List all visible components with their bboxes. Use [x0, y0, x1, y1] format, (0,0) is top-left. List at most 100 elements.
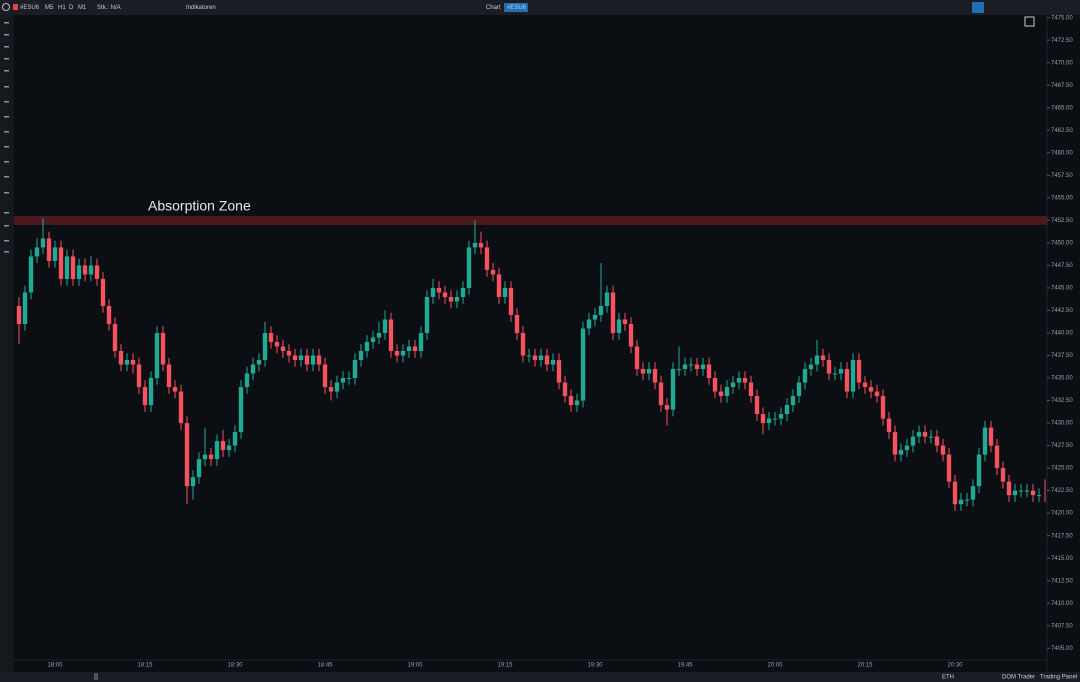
candle-body [70, 256, 76, 279]
candle-body [22, 292, 28, 324]
candle-body [580, 328, 586, 401]
y-tick-label: 7412.50 [1051, 578, 1073, 584]
candle-body [82, 265, 88, 275]
candle-body [682, 364, 688, 370]
candle-body [298, 355, 304, 361]
y-tick-label: 7450.00 [1051, 240, 1073, 246]
candle-body [592, 314, 598, 320]
scroll-end-button[interactable] [1024, 16, 1035, 27]
candle-body [448, 296, 454, 302]
status-button[interactable]: DOM Trader [1002, 675, 1035, 681]
center-symbol: #ESU6 [507, 5, 527, 11]
candle-body [760, 414, 766, 424]
candle-body [886, 418, 892, 433]
scroll-handle[interactable] [94, 673, 98, 680]
active-tool[interactable] [972, 2, 984, 13]
candle-body [820, 355, 826, 361]
candle-body [286, 351, 292, 356]
candle-body [490, 269, 496, 275]
candle-body [370, 337, 376, 343]
candle-body [112, 323, 118, 352]
candle-body [826, 360, 832, 374]
candle-body [850, 360, 856, 392]
candle-body [310, 355, 316, 365]
candle-body [166, 364, 172, 388]
candle-body [430, 287, 436, 297]
candle-body [562, 382, 568, 397]
candle-body [538, 355, 544, 361]
symbol-badge [504, 3, 528, 12]
timeframe[interactable]: D [69, 5, 74, 11]
y-tick-label: 7472.50 [1051, 38, 1073, 44]
price-axis [1047, 15, 1080, 672]
candle-body [1006, 481, 1012, 496]
y-tick-label: 7417.50 [1051, 533, 1073, 539]
candle-body [652, 369, 658, 383]
candle-body [148, 378, 154, 406]
y-tick-label: 7420.00 [1051, 511, 1073, 517]
candle-body [256, 360, 262, 365]
menu-icon[interactable] [2, 3, 10, 11]
candle-body [550, 360, 556, 365]
candle-body [838, 369, 844, 374]
x-tick-label: 19:30 [587, 663, 603, 669]
candle-body [706, 364, 712, 379]
candle-body [1000, 468, 1006, 482]
candle-body [544, 355, 550, 365]
y-tick-label: 7452.50 [1051, 218, 1073, 224]
candle-body [892, 432, 898, 455]
y-tick-label: 7405.00 [1051, 646, 1073, 652]
candle-body [94, 265, 100, 279]
y-tick-label: 7432.50 [1051, 398, 1073, 404]
candle-body [514, 314, 520, 333]
session[interactable]: ETH [942, 675, 954, 681]
y-tick-label: 7425.00 [1051, 466, 1073, 472]
candle-body [670, 369, 676, 410]
candle-body [898, 450, 904, 455]
candle-body [664, 405, 670, 410]
candle-body [634, 346, 640, 370]
candle-body [940, 445, 946, 455]
candle-body [790, 396, 796, 406]
candle-body [496, 274, 502, 297]
candle-body [334, 382, 340, 392]
candle-body [346, 378, 352, 380]
candle-body [142, 387, 148, 406]
candle-body [118, 351, 124, 365]
candle-body [856, 360, 862, 383]
candle-body [232, 432, 238, 446]
candle-body [52, 247, 58, 261]
candle-body [946, 454, 952, 482]
candle-body [1012, 490, 1018, 496]
candle-body [382, 319, 388, 333]
symbol[interactable]: #ESU6 [20, 5, 40, 11]
timeframe[interactable]: M1 [78, 5, 87, 11]
candle-body [982, 427, 988, 455]
candle-body [868, 387, 874, 392]
candle-body [796, 382, 802, 397]
status-button[interactable]: Trading Panel [1040, 675, 1077, 681]
stk[interactable]: Stk.: N/A [97, 5, 121, 11]
indicators[interactable]: Indikatoren [186, 5, 216, 11]
timeframe[interactable]: M5 [45, 5, 54, 11]
candle-body [994, 445, 1000, 469]
candle-body [604, 292, 610, 306]
candle-body [784, 405, 790, 415]
timeframe[interactable]: H1 [58, 5, 66, 11]
left-toolbar [0, 15, 14, 672]
y-tick-label: 7442.50 [1051, 308, 1073, 314]
candle-body [1036, 495, 1042, 497]
candle-body [778, 414, 784, 419]
candle-body [424, 296, 430, 333]
candle-body [958, 499, 964, 505]
candle-body [124, 360, 130, 365]
candle-body [292, 355, 298, 361]
candle-body [718, 391, 724, 397]
candle-body [844, 369, 850, 392]
candle-body [214, 441, 220, 460]
x-tick-label: 18:45 [317, 663, 333, 669]
candle-body [322, 364, 328, 388]
candle-body [388, 319, 394, 352]
